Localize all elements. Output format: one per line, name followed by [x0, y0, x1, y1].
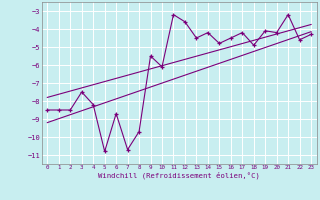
X-axis label: Windchill (Refroidissement éolien,°C): Windchill (Refroidissement éolien,°C) [98, 172, 260, 179]
